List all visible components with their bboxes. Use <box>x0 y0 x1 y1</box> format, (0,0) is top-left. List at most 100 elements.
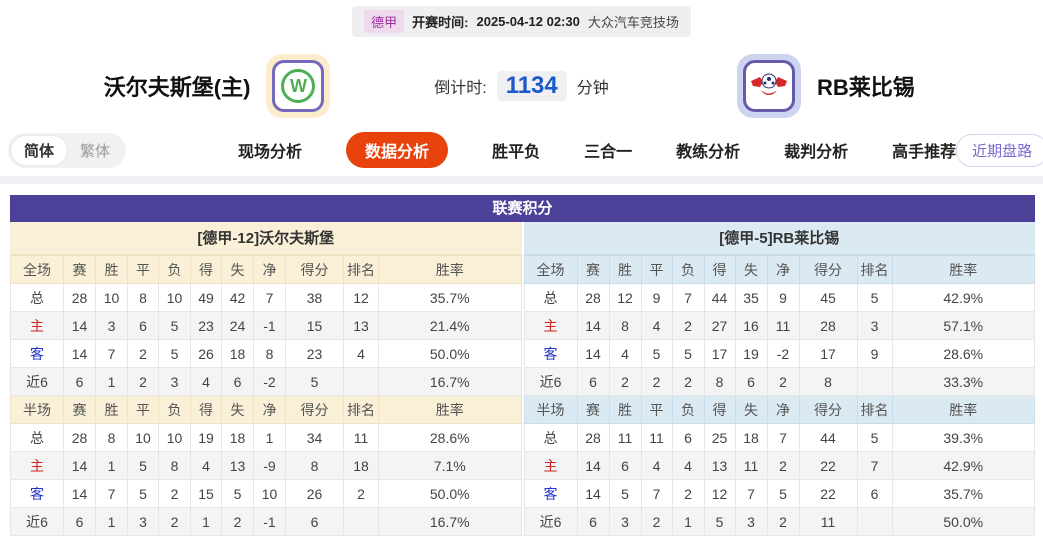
column-header: 得分 <box>285 255 344 284</box>
stat-cell: -2 <box>253 367 286 396</box>
column-header: 净 <box>766 395 800 424</box>
stat-cell: 8 <box>703 367 736 396</box>
table-row: 客 14 4 5 5 17 19 -2 17 9 28.6% <box>523 339 1035 368</box>
stats-tables: [德甲-12]沃尔夫斯堡 全场赛胜平负得失净得分 排名 胜率总 28 10 8 10 49 42 7… <box>10 222 1035 536</box>
away-team-block: RB莱比锡 <box>609 54 1043 118</box>
column-header: 负 <box>671 395 705 424</box>
tab-three-in-one[interactable]: 三合一 <box>584 144 633 161</box>
stat-cell: 2 <box>766 367 800 396</box>
stat-cell: 8 <box>158 451 191 480</box>
row-label: 主 <box>523 451 578 480</box>
league-points-title: 联赛积分 <box>10 195 1035 222</box>
stat-cell: 8 <box>798 367 858 396</box>
tab-win-draw-lose[interactable]: 胜平负 <box>492 144 541 161</box>
tab-referee-analysis[interactable]: 裁判分析 <box>784 144 849 161</box>
lang-traditional[interactable]: 繁体 <box>80 142 111 160</box>
stat-cell: -1 <box>253 311 286 340</box>
column-header: 胜 <box>95 255 128 284</box>
column-header: 得分 <box>798 395 858 424</box>
stat-cell: 14 <box>63 451 96 480</box>
stat-cell: 28 <box>798 311 858 340</box>
stat-cell: 6 <box>221 367 254 396</box>
stat-cell: 7 <box>253 283 286 312</box>
stat-cell: 1 <box>95 367 128 396</box>
column-header: 负 <box>671 255 705 284</box>
column-header: 净 <box>766 255 800 284</box>
tab-data-analysis[interactable]: 数据分析 <box>346 132 449 168</box>
row-label: 总 <box>10 283 64 312</box>
stat-cell: 28 <box>576 423 610 452</box>
column-header: 得分 <box>798 255 858 284</box>
stat-cell: 15 <box>285 311 344 340</box>
table-row: 主 14 3 6 5 23 24 -1 15 13 21.4% <box>10 311 522 340</box>
stat-cell: 2 <box>158 479 191 508</box>
stat-cell: 5 <box>608 479 642 508</box>
table-row: 客 14 5 7 2 12 7 5 22 6 35.7% <box>523 479 1035 508</box>
stat-cell: 7 <box>671 283 705 312</box>
stat-cell: 5 <box>671 339 705 368</box>
stat-cell: 6 <box>576 367 610 396</box>
stat-cell: 12 <box>703 479 736 508</box>
stat-cell: 18 <box>343 451 379 480</box>
column-header: 排名 <box>856 395 893 424</box>
stat-cell: 42.9% <box>891 283 1035 312</box>
stat-cell: 5 <box>127 451 159 480</box>
stat-cell: 25 <box>703 423 736 452</box>
column-header: 赛 <box>576 255 610 284</box>
stat-cell: 5 <box>856 423 893 452</box>
column-header: 胜率 <box>378 395 522 424</box>
stat-cell: 34 <box>285 423 344 452</box>
stat-cell: 13 <box>221 451 254 480</box>
analysis-tabs: 现场分析 数据分析 胜平负 三合一 教练分析 裁判分析 高手推荐 <box>166 132 956 168</box>
tab-coach-analysis[interactable]: 教练分析 <box>676 144 741 161</box>
table-row: 主 14 6 4 4 13 11 2 22 7 42.9% <box>523 451 1035 480</box>
row-label: 主 <box>10 311 64 340</box>
match-header: 沃尔夫斯堡(主) W 倒计时: 1134 分钟 <box>0 43 1043 129</box>
stat-cell: 14 <box>576 311 610 340</box>
column-header: 胜率 <box>891 255 1035 284</box>
table-row: 主 14 1 5 8 4 13 -9 8 18 7.1% <box>10 451 522 480</box>
stat-cell: 35.7% <box>378 283 522 312</box>
stat-cell: 42.9% <box>891 451 1035 480</box>
stat-cell: 2 <box>671 479 705 508</box>
stat-cell: 1 <box>95 451 128 480</box>
row-label: 客 <box>10 339 64 368</box>
rb-bulls-ball-icon <box>751 73 787 95</box>
lang-simplified[interactable]: 简体 <box>11 135 68 165</box>
stat-cell: 28 <box>63 283 96 312</box>
column-header: 净 <box>253 255 286 284</box>
row-label: 客 <box>10 479 64 508</box>
column-header: 平 <box>640 255 673 284</box>
stat-cell: 6 <box>856 479 893 508</box>
stat-cell: 2 <box>766 507 800 536</box>
language-toggle: 简体 繁体 <box>8 132 127 168</box>
table-row: 总 28 12 9 7 44 35 9 45 5 42.9% <box>523 283 1035 312</box>
row-label: 近6 <box>10 367 64 396</box>
column-header: 失 <box>221 255 254 284</box>
stat-cell: 44 <box>703 283 736 312</box>
stat-cell: 3 <box>95 311 128 340</box>
column-header: 平 <box>640 395 673 424</box>
column-header: 得 <box>190 255 222 284</box>
stat-cell: 3 <box>608 507 642 536</box>
stat-cell: 28 <box>576 283 610 312</box>
stat-cell: 22 <box>798 479 858 508</box>
tab-expert-picks[interactable]: 高手推荐 <box>892 144 957 161</box>
stat-cell: 13 <box>343 311 379 340</box>
stat-cell: 10 <box>127 423 159 452</box>
stat-cell: 2 <box>127 339 159 368</box>
recent-odds-button[interactable]: 近期盘路 <box>956 133 1043 167</box>
stat-cell: 14 <box>576 479 610 508</box>
countdown-label: 倒计时: <box>434 80 487 97</box>
tab-live-analysis[interactable]: 现场分析 <box>238 144 303 161</box>
stat-cell: 57.1% <box>891 311 1035 340</box>
stat-cell: 2 <box>640 507 673 536</box>
stat-cell: 16.7% <box>378 507 522 536</box>
stat-cell: 50.0% <box>378 339 522 368</box>
stat-cell: 28.6% <box>378 423 522 452</box>
table-row: 近6 6 3 2 1 5 3 2 11 50.0% <box>523 507 1035 536</box>
stat-cell: 3 <box>127 507 159 536</box>
column-header: 失 <box>734 395 768 424</box>
away-team-name: RB莱比锡 <box>817 75 915 100</box>
stat-cell: 6 <box>127 311 159 340</box>
